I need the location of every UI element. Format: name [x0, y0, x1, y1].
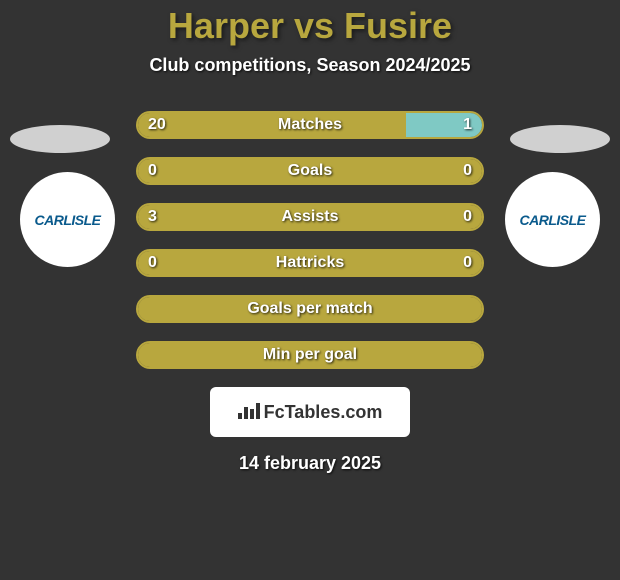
chart-icon — [238, 401, 260, 424]
stat-value-right: 1 — [463, 116, 472, 134]
stat-value-right: 0 — [463, 254, 472, 272]
stat-label: Goals — [288, 162, 332, 180]
ellipse-shadow-right — [510, 125, 610, 153]
team-logo-right: CARLISLE — [505, 172, 600, 267]
date-text: 14 february 2025 — [239, 453, 381, 474]
subtitle: Club competitions, Season 2024/2025 — [149, 55, 470, 76]
stat-label: Assists — [282, 208, 339, 226]
stat-label: Matches — [278, 116, 342, 134]
stat-value-right: 0 — [463, 208, 472, 226]
team-logo-left-text: CARLISLE — [35, 212, 101, 228]
stat-label: Min per goal — [263, 346, 357, 364]
stat-bar: Hattricks 0 0 — [136, 249, 484, 277]
stat-value-left: 0 — [148, 162, 157, 180]
team-logo-left: CARLISLE — [20, 172, 115, 267]
stat-bar: Goals 0 0 — [136, 157, 484, 185]
stat-value-left: 20 — [148, 116, 166, 134]
stat-bar: Goals per match — [136, 295, 484, 323]
stat-value-left: 3 — [148, 208, 157, 226]
stat-label: Hattricks — [276, 254, 344, 272]
stats-container: Matches201Goals00Assists30Hattricks00Goa… — [136, 111, 484, 369]
stat-value-right: 0 — [463, 162, 472, 180]
brand-text: FcTables.com — [264, 402, 383, 423]
page-title: Harper vs Fusire — [168, 5, 452, 47]
stat-bar-left-fill — [138, 113, 406, 137]
stat-bar: Assists 3 0 — [136, 203, 484, 231]
stat-value-left: 0 — [148, 254, 157, 272]
ellipse-shadow-left — [10, 125, 110, 153]
team-logo-right-text: CARLISLE — [520, 212, 586, 228]
stat-bar: Min per goal — [136, 341, 484, 369]
stat-bar: Matches 20 1 — [136, 111, 484, 139]
stat-label: Goals per match — [247, 300, 372, 318]
brand-badge: FcTables.com — [210, 387, 410, 437]
